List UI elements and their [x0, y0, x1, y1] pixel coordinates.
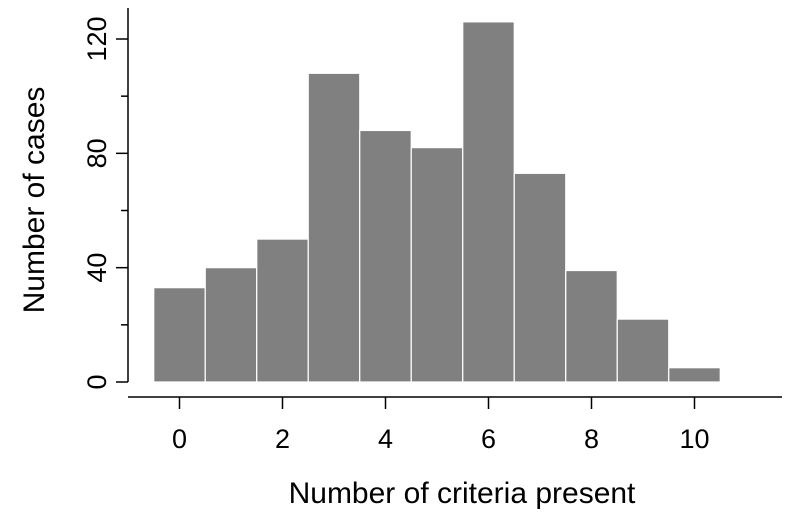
histogram-bar: [359, 129, 412, 383]
x-tick-label: 6: [481, 424, 496, 454]
histogram-bar: [513, 172, 567, 383]
y-axis: 0 40 80 120: [82, 8, 129, 390]
y-tick-label: 120: [82, 16, 112, 61]
bars-layer: [153, 21, 721, 383]
histogram-bar: [256, 238, 309, 383]
y-axis-title: Number of cases: [18, 87, 51, 314]
x-tick-label: 2: [275, 424, 290, 454]
histogram-bar: [204, 267, 258, 383]
x-tick-label: 4: [378, 424, 393, 454]
histogram-bar: [668, 367, 721, 383]
x-axis: 0 2 4 6 8 10: [128, 396, 782, 454]
histogram-bar: [462, 21, 515, 383]
x-axis-title: Number of criteria present: [289, 477, 636, 510]
y-tick-label: 40: [82, 253, 112, 283]
histogram-bar: [410, 147, 464, 383]
y-tick-label: 80: [82, 138, 112, 168]
histogram-bar: [307, 72, 361, 383]
y-tick-label: 0: [82, 374, 112, 389]
x-tick-label: 0: [172, 424, 187, 454]
histogram-bar: [565, 269, 618, 383]
x-tick-label: 10: [679, 424, 709, 454]
histogram-bar: [616, 318, 670, 383]
histogram-bar: [153, 287, 206, 383]
x-tick-label: 8: [584, 424, 599, 454]
